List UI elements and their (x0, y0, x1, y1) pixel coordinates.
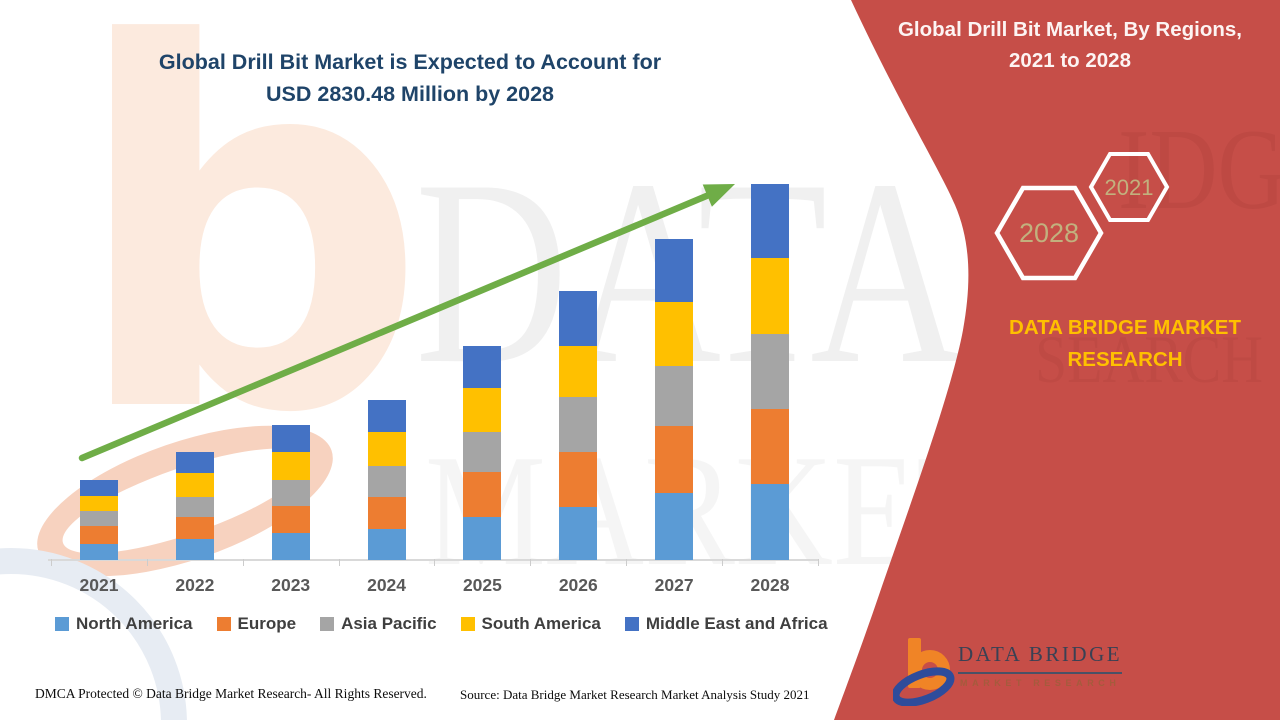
bar-2023-asia-pacific (271, 480, 310, 506)
x-axis-tick (51, 559, 53, 566)
bar-2025-asia-pacific (463, 432, 502, 473)
legend-item-south-america: South America (460, 614, 601, 634)
bar-2027-europe (655, 425, 694, 494)
x-axis-tick (338, 559, 340, 566)
year-hexagons: 2021 2028 (994, 152, 1170, 281)
bar-2024-middle-east-and-africa (367, 399, 406, 433)
panel-watermark-fragment1: IDGE (1118, 106, 1280, 233)
legend-swatch-middle-east-and-africa (624, 617, 639, 631)
legend-label-north-america: North America (76, 614, 193, 633)
bar-2025-europe (463, 472, 502, 518)
dbmr-logo-icon (893, 638, 955, 706)
bar-2027-middle-east-and-africa (655, 239, 694, 303)
x-axis-tick (626, 559, 628, 566)
legend-label-south-america: South America (481, 614, 601, 633)
legend-label-europe: Europe (237, 614, 297, 633)
x-axis-tick (530, 559, 532, 566)
x-axis-tick (146, 559, 148, 566)
bar-2026-north-america (559, 507, 598, 560)
x-axis-tick (817, 559, 819, 566)
bar-2022-south-america (175, 472, 214, 498)
brand-name-line1: DATA BRIDGE MARKET (1009, 316, 1241, 339)
bar-2024-asia-pacific (367, 466, 406, 498)
bar-2025-middle-east-and-africa (463, 345, 502, 388)
chart-title: Global Drill Bit Market is Expected to A… (90, 46, 730, 110)
bar-2026-europe (559, 451, 598, 508)
logo-wordmark: DATA BRIDGE (958, 642, 1123, 674)
logo-tagline: MARKET RESEARCH (960, 678, 1121, 688)
panel-watermark-fragment2: SEARCH (1035, 321, 1264, 397)
bar-2022-middle-east-and-africa (175, 452, 214, 473)
bar-2023-north-america (271, 533, 310, 560)
bar-2021-asia-pacific (80, 510, 118, 526)
chart-title-line2: USD 2830.48 Million by 2028 (266, 82, 554, 106)
bar-2024-north-america (367, 529, 406, 560)
legend-swatch-europe (216, 617, 231, 631)
bar-2026-asia-pacific (559, 397, 598, 452)
bar-2025-south-america (463, 388, 502, 433)
legend-item-europe: Europe (216, 614, 297, 634)
bar-2022-asia-pacific (175, 497, 214, 518)
x-label-2025: 2025 (462, 575, 502, 595)
x-label-2023: 2023 (271, 575, 311, 595)
bar-2028-europe (751, 409, 789, 485)
bar-2021-south-america (80, 495, 118, 511)
logo-swoosh (893, 667, 955, 706)
x-axis-tick (722, 559, 724, 566)
chart-legend: North America Europe Asia Pacific South Ame… (55, 614, 845, 634)
legend-item-middle-east-and-africa: Middle East and Africa (624, 614, 828, 634)
legend-item-north-america: North America (55, 614, 193, 634)
bar-2024-europe (367, 497, 406, 529)
bar-2021-europe (80, 525, 118, 544)
hexagon-2021-icon (1088, 152, 1170, 222)
legend-item-asia-pacific: Asia Pacific (320, 614, 437, 634)
hexagon-2028-icon (994, 185, 1104, 281)
bar-2025-north-america (463, 517, 502, 560)
dmca-text: DMCA Protected © Data Bridge Market Rese… (35, 686, 427, 701)
bar-2028-asia-pacific (751, 333, 789, 409)
x-label-2024: 2024 (367, 575, 407, 595)
bar-2023-south-america (271, 451, 310, 480)
red-panel-shape (834, 0, 1280, 720)
x-axis-tick (242, 559, 244, 566)
bar-2028-north-america (751, 484, 789, 560)
bar-2023-europe (271, 506, 310, 534)
x-label-2027: 2027 (654, 575, 694, 595)
bar-2026-south-america (559, 346, 598, 398)
bar-2028-south-america (751, 257, 789, 334)
legend-swatch-asia-pacific (320, 617, 335, 631)
x-label-2026: 2026 (558, 575, 598, 595)
legend-swatch-north-america (55, 617, 69, 631)
legend-label-asia-pacific: Asia Pacific (341, 614, 437, 633)
bar-2027-south-america (655, 302, 694, 366)
brand-name: DATA BRIDGE MARKET RESEARCH (975, 312, 1275, 376)
bar-2027-asia-pacific (655, 365, 694, 426)
legend-swatch-south-america (460, 617, 475, 631)
panel-title-line1: Global Drill Bit Market, By Regions, (897, 18, 1242, 41)
bar-2028-middle-east-and-africa (751, 184, 789, 258)
bar-2022-north-america (175, 539, 214, 560)
hexagon-2028-label: 2028 (1019, 218, 1079, 248)
bar-2027-north-america (655, 493, 694, 560)
bar-2024-south-america (367, 432, 406, 467)
legend-label-middle-east-and-africa: Middle East and Africa (645, 614, 828, 633)
x-label-2028: 2028 (750, 575, 790, 595)
brand-name-line2: RESEARCH (1067, 348, 1183, 371)
hexagon-2021-label: 2021 (1105, 175, 1154, 200)
bar-2021-middle-east-and-africa (80, 480, 118, 496)
chart-title-line1: Global Drill Bit Market is Expected to A… (158, 50, 662, 74)
bar-2022-europe (175, 517, 214, 540)
bar-2026-middle-east-and-africa (559, 291, 598, 347)
panel-title: Global Drill Bit Market, By Regions, 202… (865, 14, 1275, 76)
panel-title-line2: 2021 to 2028 (1009, 49, 1131, 72)
bar-2023-middle-east-and-africa (271, 425, 310, 452)
x-label-2022: 2022 (175, 575, 215, 595)
x-axis-tick (434, 559, 436, 566)
x-label-2021: 2021 (79, 575, 119, 595)
bar-2021-north-america (80, 544, 118, 560)
x-axis-line (48, 559, 818, 561)
source-text: Source: Data Bridge Market Research Mark… (460, 687, 810, 702)
